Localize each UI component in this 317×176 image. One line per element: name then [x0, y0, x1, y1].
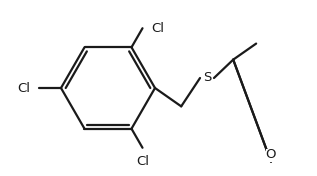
Text: Cl: Cl — [136, 155, 149, 168]
Text: Cl: Cl — [17, 81, 30, 95]
Text: S: S — [203, 71, 211, 84]
Text: O: O — [266, 149, 276, 162]
Text: Cl: Cl — [152, 22, 165, 35]
